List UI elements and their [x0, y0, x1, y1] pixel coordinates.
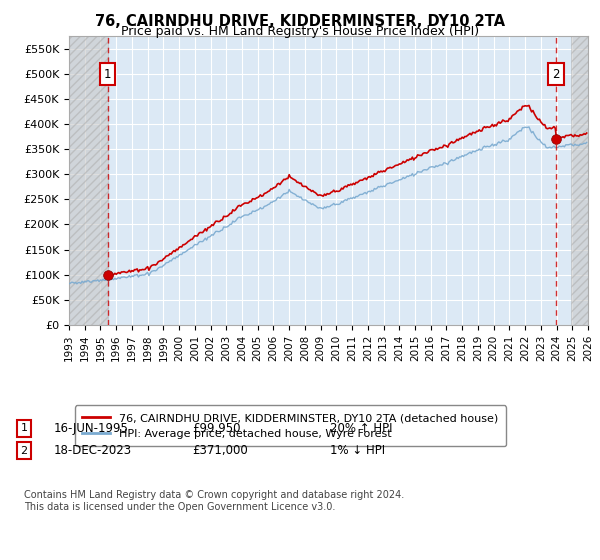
Bar — [571, 36, 588, 325]
Text: Contains HM Land Registry data © Crown copyright and database right 2024.
This d: Contains HM Land Registry data © Crown c… — [24, 490, 404, 512]
Text: 1: 1 — [20, 423, 28, 433]
Text: 18-DEC-2023: 18-DEC-2023 — [54, 444, 132, 458]
Text: Price paid vs. HM Land Registry's House Price Index (HPI): Price paid vs. HM Land Registry's House … — [121, 25, 479, 38]
Bar — [69, 36, 107, 325]
Legend: 76, CAIRNDHU DRIVE, KIDDERMINSTER, DY10 2TA (detached house), HPI: Average price: 76, CAIRNDHU DRIVE, KIDDERMINSTER, DY10 … — [74, 405, 506, 446]
Text: 2: 2 — [20, 446, 28, 456]
Text: 1% ↓ HPI: 1% ↓ HPI — [330, 444, 385, 458]
Text: 16-JUN-1995: 16-JUN-1995 — [54, 422, 129, 435]
Text: 20% ↑ HPI: 20% ↑ HPI — [330, 422, 392, 435]
Text: 76, CAIRNDHU DRIVE, KIDDERMINSTER, DY10 2TA: 76, CAIRNDHU DRIVE, KIDDERMINSTER, DY10 … — [95, 14, 505, 29]
Text: £99,950: £99,950 — [192, 422, 241, 435]
Text: 1: 1 — [104, 68, 111, 81]
Text: 2: 2 — [552, 68, 560, 81]
Text: £371,000: £371,000 — [192, 444, 248, 458]
